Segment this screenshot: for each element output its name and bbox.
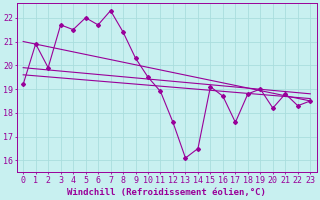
X-axis label: Windchill (Refroidissement éolien,°C): Windchill (Refroidissement éolien,°C) <box>67 188 266 197</box>
